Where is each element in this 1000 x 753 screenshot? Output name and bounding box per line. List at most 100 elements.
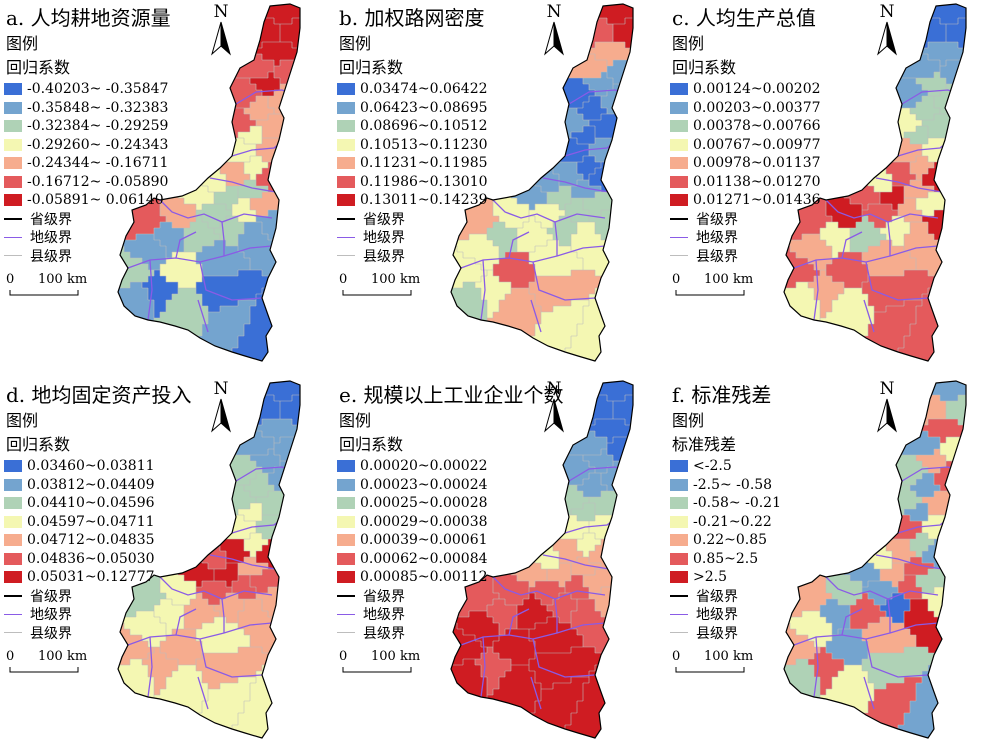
legend-class-item: 0.04836~0.05030	[4, 550, 155, 569]
legend-class-label: -0.24344~ -0.16711	[27, 155, 169, 172]
map-panel-f: f. 标准残差 图例 标准残差 <-2.5 -2.5~ -0.58 -0.58~ -0.2…	[666, 377, 999, 753]
prefecture-boundary-5	[841, 608, 863, 636]
legend-title: 图例	[339, 34, 372, 53]
legend-swatch	[670, 497, 688, 510]
legend-class-label: 0.03474~0.06422	[360, 81, 488, 98]
prefecture-boundary-6	[554, 221, 558, 256]
legend-class-item: -0.05891~ 0.06140	[4, 191, 168, 210]
scale-distance-label: 100 km	[704, 649, 754, 664]
legend-class-label: 0.01138~0.01270	[693, 173, 821, 190]
panel-title: e. 规模以上工业企业个数	[339, 383, 564, 407]
prefecture-boundary-3	[492, 199, 606, 223]
north-label: N	[546, 2, 562, 22]
legend-boundary-item: 地级界	[4, 228, 168, 247]
legend-swatch	[4, 478, 22, 491]
legend-line-symbol	[337, 236, 355, 238]
legend-boundary-label: 县级界	[363, 625, 405, 642]
legend-class-item: >2.5	[670, 568, 781, 587]
north-label: N	[213, 2, 229, 22]
legend-class-item: 0.00124~0.00202	[670, 80, 821, 99]
legend-swatch	[337, 101, 355, 114]
prefecture-boundary-6	[221, 598, 225, 633]
legend-class-item: 0.05031~0.12777	[4, 568, 155, 587]
legend-swatch	[337, 460, 355, 473]
legend-class-label: 0.00020~0.00022	[360, 458, 488, 475]
prefecture-boundary-8	[480, 259, 486, 321]
scale-bar-line	[9, 667, 79, 673]
legend-boundary-label: 地级界	[363, 607, 405, 624]
prefecture-boundary-8	[147, 259, 153, 321]
legend-swatch	[4, 515, 22, 528]
map-panel-e: e. 规模以上工业企业个数 图例 回归系数 0.00020~0.00022 0.0002…	[333, 377, 666, 753]
scale-bar-line	[675, 290, 745, 296]
prefecture-boundary-9	[197, 299, 209, 333]
legend-swatch	[337, 515, 355, 528]
legend-line-symbol	[4, 255, 22, 257]
legend-class-item: 0.00378~0.00766	[670, 117, 821, 136]
legend-class-label: >2.5	[693, 569, 727, 586]
legend-class-label: 0.00029~0.00038	[360, 513, 488, 530]
map-panel-c: c. 人均生产总值 图例 回归系数 0.00124~0.00202 0.00203~0.…	[666, 0, 999, 376]
legend-class-label: <-2.5	[693, 458, 732, 475]
legend: 0.00124~0.00202 0.00203~0.00377 0.00378~0.…	[670, 80, 821, 265]
legend: -0.40203~ -0.35847 -0.35848~ -0.32383 -0.3…	[4, 80, 168, 265]
scale-bar: 0 100 km	[672, 272, 762, 298]
legend-boundary-label: 县级界	[696, 248, 738, 265]
scale-bar: 0 100 km	[672, 649, 762, 675]
north-label: N	[546, 379, 562, 399]
prefecture-boundary-2	[875, 177, 943, 193]
prefecture-boundary-9	[863, 676, 875, 710]
legend-class-item: 0.00978~0.01137	[670, 154, 821, 173]
prefecture-boundary-8	[813, 636, 819, 698]
north-arrow-icon: N	[204, 2, 238, 58]
scale-zero-label: 0	[672, 649, 681, 664]
legend-class-item: -0.40203~ -0.35847	[4, 80, 168, 99]
legend-swatch	[4, 157, 22, 170]
legend-boundary-item: 县级界	[4, 624, 155, 643]
prefecture-boundary-7	[865, 638, 929, 678]
legend-subtitle: 回归系数	[6, 58, 71, 77]
legend-class-label: -0.05891~ 0.06140	[27, 192, 164, 209]
legend-class-label: 0.22~0.85	[693, 532, 768, 549]
legend-swatch	[670, 534, 688, 547]
legend-class-label: -0.21~0.22	[693, 513, 772, 530]
choropleth-map	[117, 380, 301, 739]
province-boundary	[450, 3, 634, 362]
legend-class-item: 0.04712~0.04835	[4, 531, 155, 550]
legend-swatch	[670, 175, 688, 188]
legend-class-item: 0.85~2.5	[670, 550, 781, 569]
legend-title: 图例	[6, 411, 39, 430]
scale-zero-label: 0	[672, 272, 681, 287]
prefecture-boundary-9	[197, 676, 209, 710]
legend-class-label: 0.00978~0.01137	[693, 155, 821, 172]
legend-swatch	[337, 497, 355, 510]
legend-boundary-label: 地级界	[30, 607, 72, 624]
legend-line-symbol	[337, 594, 355, 597]
panel-title: c. 人均生产总值	[672, 6, 816, 30]
legend-swatch	[670, 478, 688, 491]
prefecture-boundary-5	[841, 231, 863, 259]
scale-bar-line	[342, 667, 412, 673]
legend-class-label: -0.16712~ -0.05890	[27, 173, 169, 190]
legend: <-2.5 -2.5~ -0.58 -0.58~ -0.21 -0.21~0.22 0.…	[670, 457, 781, 642]
legend-boundary-label: 省级界	[30, 588, 72, 605]
choropleth-map	[783, 380, 967, 739]
legend-boundary-item: 县级界	[670, 247, 821, 266]
legend-class-item: 0.00029~0.00038	[337, 513, 488, 532]
legend-class-item: 0.00767~0.00977	[670, 136, 821, 155]
panel-title: a. 人均耕地资源量	[6, 6, 171, 30]
panel-title: d. 地均固定资产投入	[6, 383, 192, 407]
scale-bar-line	[9, 290, 79, 296]
legend-swatch	[670, 552, 688, 565]
prefecture-boundary-2	[542, 554, 610, 570]
scale-distance-label: 100 km	[704, 272, 754, 287]
scale-distance-label: 100 km	[38, 649, 88, 664]
scale-bar-line	[675, 667, 745, 673]
legend-class-item: -2.5~ -0.58	[670, 476, 781, 495]
map-panel-a: a. 人均耕地资源量 图例 回归系数 -0.40203~ -0.35847 -0.358…	[0, 0, 333, 376]
legend: 0.00020~0.00022 0.00023~0.00024 0.00025~0.…	[337, 457, 488, 642]
legend-class-item: -0.35848~ -0.32383	[4, 99, 168, 118]
legend-class-label: -0.58~ -0.21	[693, 495, 781, 512]
scale-zero-label: 0	[6, 649, 15, 664]
legend-class-item: 0.00203~0.00377	[670, 99, 821, 118]
